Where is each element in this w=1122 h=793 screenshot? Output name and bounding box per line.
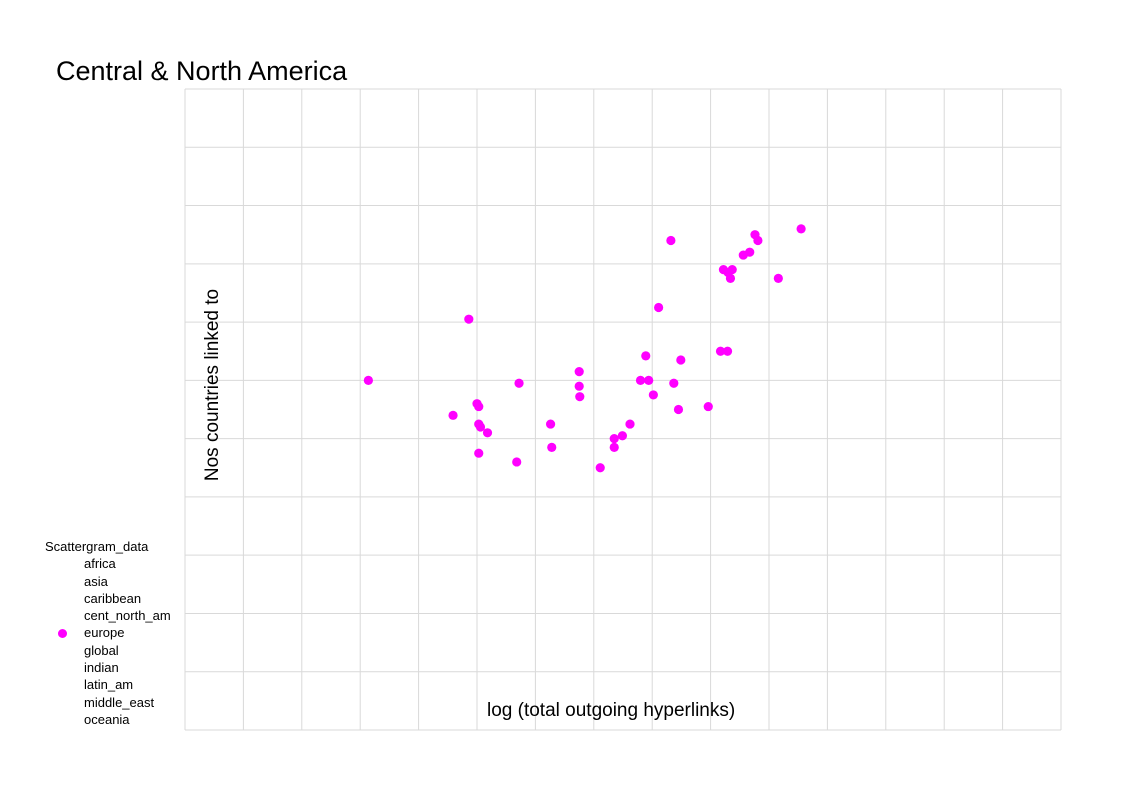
data-point xyxy=(635,375,646,385)
data-point xyxy=(715,346,726,356)
data-point xyxy=(574,367,584,377)
data-point xyxy=(609,434,619,444)
legend-item-global: global xyxy=(45,642,171,659)
legend-label: global xyxy=(84,642,119,658)
legend-label: middle_east xyxy=(84,694,155,710)
data-point xyxy=(773,273,783,283)
data-point xyxy=(512,457,522,467)
data-point xyxy=(448,410,458,420)
legend-item-middle_east: middle_east xyxy=(45,694,171,711)
data-point xyxy=(474,401,484,412)
data-point xyxy=(514,378,524,388)
data-point xyxy=(745,247,755,257)
grid xyxy=(184,88,1062,731)
data-point xyxy=(753,235,763,246)
legend-items: africa asia caribbean cent_north_am europe gl… xyxy=(45,555,171,728)
data-point xyxy=(796,224,806,234)
legend-label: africa xyxy=(84,556,116,572)
data-point xyxy=(722,346,733,356)
data-point xyxy=(669,378,679,388)
legend-item-caribbean: caribbean xyxy=(45,590,171,607)
legend-label: europe xyxy=(84,625,125,641)
legend-label: oceania xyxy=(84,711,130,727)
data-point xyxy=(673,404,684,415)
legend-marker xyxy=(58,629,67,639)
legend-item-africa: africa xyxy=(45,555,171,572)
data-point xyxy=(666,235,676,246)
data-point xyxy=(617,431,628,441)
data-point xyxy=(725,273,736,283)
data-point xyxy=(574,381,584,391)
data-point xyxy=(475,422,486,432)
data-point xyxy=(625,419,635,429)
data-point xyxy=(482,428,493,438)
data-points xyxy=(363,224,806,473)
legend: Scattergram_data africa asia caribbean cent… xyxy=(45,538,171,728)
data-point xyxy=(575,392,585,402)
y-axis-label: Nos countries linked to xyxy=(202,288,223,482)
legend-item-cent_north_am: cent_north_am xyxy=(45,607,171,624)
legend-label: asia xyxy=(84,573,108,589)
legend-item-indian: indian xyxy=(45,659,171,676)
data-point xyxy=(547,442,557,452)
legend-item-asia: asia xyxy=(45,573,171,590)
legend-label: caribbean xyxy=(84,590,142,606)
legend-item-europe: europe xyxy=(45,624,171,641)
data-point xyxy=(609,442,619,452)
data-point xyxy=(648,390,658,400)
data-point xyxy=(654,302,664,313)
data-point xyxy=(641,351,651,361)
legend-item-oceania: oceania xyxy=(45,711,171,728)
data-point xyxy=(474,448,484,458)
data-point xyxy=(545,419,556,429)
data-point xyxy=(464,314,474,324)
legend-title: Scattergram_data xyxy=(45,539,149,554)
legend-item-latin_am: latin_am xyxy=(45,676,171,693)
chart-title: Central & North America xyxy=(56,56,348,86)
data-point xyxy=(595,463,605,473)
data-point xyxy=(727,265,737,275)
data-point xyxy=(644,375,654,385)
x-axis-label: log (total outgoing hyperlinks) xyxy=(487,700,736,721)
legend-label: indian xyxy=(84,660,119,676)
data-point xyxy=(703,401,713,412)
data-point xyxy=(676,355,686,365)
legend-label: latin_am xyxy=(84,677,134,693)
data-point xyxy=(363,375,373,385)
legend-label: cent_north_am xyxy=(84,608,171,624)
